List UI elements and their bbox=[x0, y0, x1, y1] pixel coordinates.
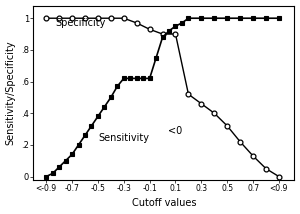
Y-axis label: Sensitivity/Specificity: Sensitivity/Specificity bbox=[6, 40, 16, 145]
Text: <0: <0 bbox=[168, 126, 182, 136]
Text: Specificity: Specificity bbox=[55, 18, 106, 28]
Text: Sensitivity: Sensitivity bbox=[98, 133, 149, 143]
X-axis label: Cutoff values: Cutoff values bbox=[132, 198, 196, 208]
